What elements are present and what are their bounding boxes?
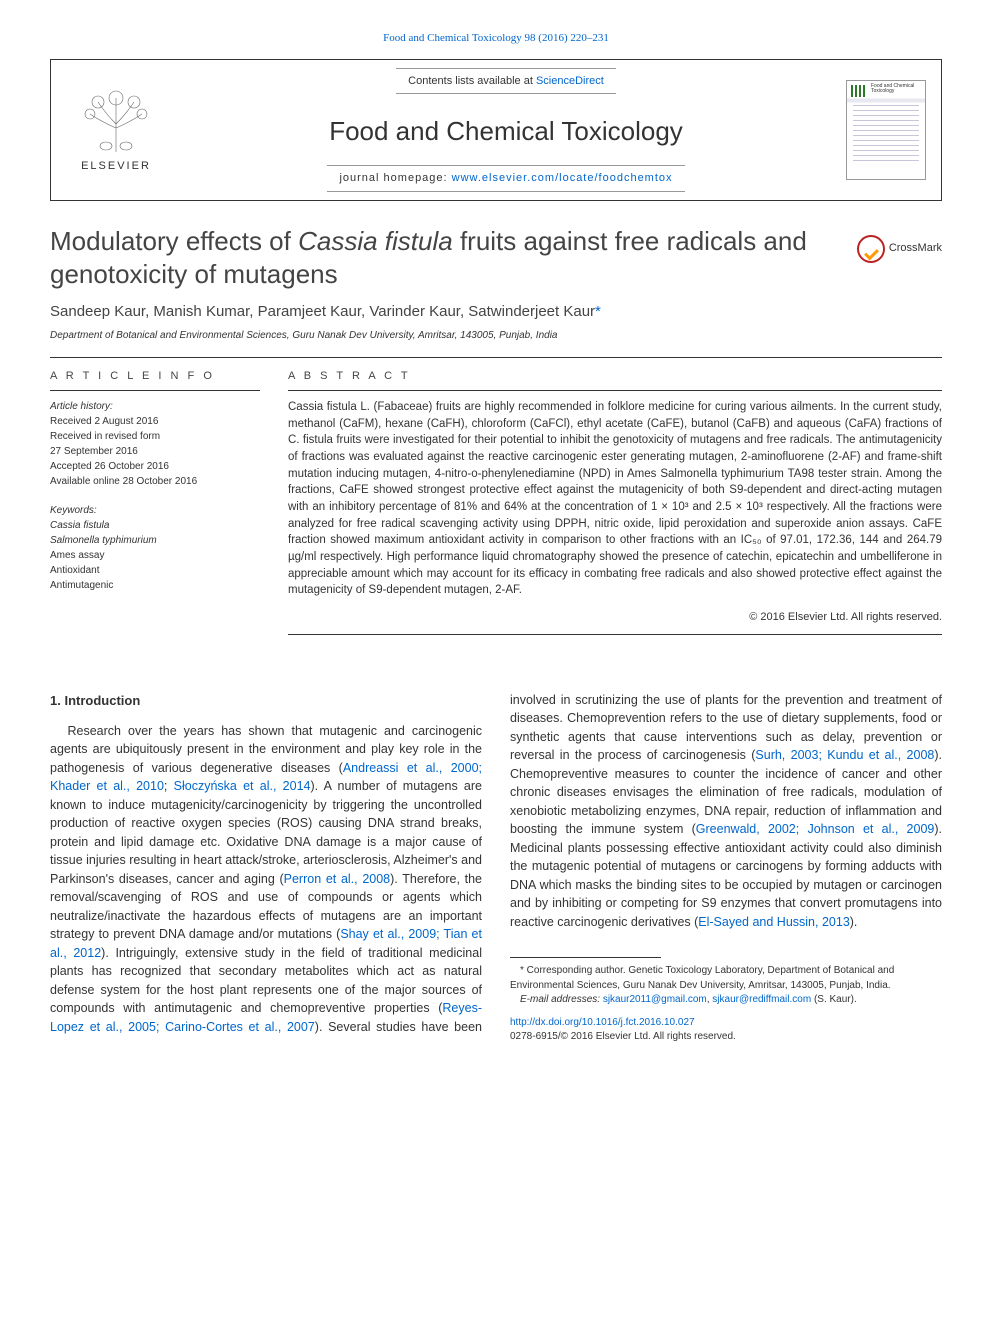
abstract-column: a b s t r a c t Cassia fistula L. (Fabac… xyxy=(288,368,942,643)
email-suffix: (S. Kaur). xyxy=(811,994,857,1005)
contents-prefix: Contents lists available at xyxy=(408,75,536,87)
publisher-logo-cell: ELSEVIER xyxy=(51,60,181,200)
citation-link[interactable]: Greenwald, 2002; Johnson et al., 2009 xyxy=(696,822,935,836)
article-title: Modulatory effects of Cassia fistula fru… xyxy=(50,225,847,292)
intro-text: ). xyxy=(850,915,858,929)
footnote-separator xyxy=(510,957,661,958)
article-info-heading: a r t i c l e i n f o xyxy=(50,368,260,385)
citation-link[interactable]: Food and Chemical Toxicology 98 (2016) 2… xyxy=(383,32,609,44)
intro-text: ). Medicinal plants possessing effective… xyxy=(510,822,942,929)
footnotes: * Corresponding author. Genetic Toxicolo… xyxy=(510,964,942,1008)
homepage-link[interactable]: www.elsevier.com/locate/foodchemtox xyxy=(452,172,673,184)
issn-copyright: 0278-6915/© 2016 Elsevier Ltd. All right… xyxy=(510,1031,736,1042)
journal-name: Food and Chemical Toxicology xyxy=(329,112,683,151)
corr-author-link[interactable]: * xyxy=(595,303,601,320)
citation-header: Food and Chemical Toxicology 98 (2016) 2… xyxy=(50,30,942,47)
authors-text: Sandeep Kaur, Manish Kumar, Paramjeet Ka… xyxy=(50,303,595,320)
keywords-block: Keywords: Cassia fistula Salmonella typh… xyxy=(50,503,260,593)
history-label: Article history: xyxy=(50,399,260,414)
email-link[interactable]: sjkaur2011@gmail.com xyxy=(603,994,707,1005)
sciencedirect-link[interactable]: ScienceDirect xyxy=(536,75,604,87)
corresponding-author-note: * Corresponding author. Genetic Toxicolo… xyxy=(510,964,942,993)
affiliation: Department of Botanical and Environmenta… xyxy=(50,328,942,343)
cover-cell: Food and Chemical Toxicology xyxy=(831,60,941,200)
journal-center: Contents lists available at ScienceDirec… xyxy=(181,60,831,200)
revised2: 27 September 2016 xyxy=(50,444,260,459)
authors-line: Sandeep Kaur, Manish Kumar, Paramjeet Ka… xyxy=(50,301,942,324)
keyword: Ames assay xyxy=(50,548,260,563)
crossmark-label: CrossMark xyxy=(889,240,942,257)
received: Received 2 August 2016 xyxy=(50,414,260,429)
journal-homepage: journal homepage: www.elsevier.com/locat… xyxy=(327,165,684,192)
email-link[interactable]: sjkaur@rediffmail.com xyxy=(712,994,811,1005)
cover-thumb-lines xyxy=(853,105,919,163)
article-history: Article history: Received 2 August 2016 … xyxy=(50,399,260,489)
citation-link[interactable]: Słoczyńska et al., 2014 xyxy=(174,779,311,793)
title-italic: Cassia fistula xyxy=(298,226,453,256)
citation-link[interactable]: El-Sayed and Hussin, 2013 xyxy=(698,915,849,929)
abstract-text: Cassia fistula L. (Fabaceae) fruits are … xyxy=(288,399,942,599)
revised1: Received in revised form xyxy=(50,429,260,444)
article-info-column: a r t i c l e i n f o Article history: R… xyxy=(50,368,260,643)
title-prefix: Modulatory effects of xyxy=(50,226,298,256)
keyword: Cassia fistula xyxy=(50,518,260,533)
intro-text: ). A number of mutagens are known to ind… xyxy=(50,779,482,886)
citation-link[interactable]: Perron et al., 2008 xyxy=(284,872,391,886)
keyword: Antioxidant xyxy=(50,563,260,578)
crossmark-widget[interactable]: CrossMark xyxy=(857,235,942,263)
cover-thumb-title: Food and Chemical Toxicology xyxy=(871,84,925,94)
elsevier-tree-icon xyxy=(76,84,156,154)
journal-cover-thumb: Food and Chemical Toxicology xyxy=(846,80,926,180)
intro-text: ). Intriguingly, extensive study in the … xyxy=(50,946,482,1016)
doi-block: http://dx.doi.org/10.1016/j.fct.2016.10.… xyxy=(510,1016,942,1046)
journal-header-box: ELSEVIER Contents lists available at Sci… xyxy=(50,59,942,201)
doi-link[interactable]: http://dx.doi.org/10.1016/j.fct.2016.10.… xyxy=(510,1017,695,1028)
crossmark-icon xyxy=(857,235,885,263)
accepted: Accepted 26 October 2016 xyxy=(50,459,260,474)
introduction-heading: 1. Introduction xyxy=(50,691,482,710)
publisher-label: ELSEVIER xyxy=(81,158,151,175)
introduction-section: 1. Introduction Research over the years … xyxy=(50,691,942,1046)
abstract-copyright: © 2016 Elsevier Ltd. All rights reserved… xyxy=(288,609,942,626)
keyword: Salmonella typhimurium xyxy=(50,533,260,548)
homepage-prefix: journal homepage: xyxy=(339,172,451,184)
keyword: Antimutagenic xyxy=(50,578,260,593)
email-label: E-mail addresses: xyxy=(520,994,603,1005)
contents-line: Contents lists available at ScienceDirec… xyxy=(396,68,616,95)
online: Available online 28 October 2016 xyxy=(50,474,260,489)
abstract-heading: a b s t r a c t xyxy=(288,368,942,385)
intro-text: ; xyxy=(164,779,174,793)
divider xyxy=(50,357,942,358)
keywords-label: Keywords: xyxy=(50,503,260,518)
citation-link[interactable]: Surh, 2003; Kundu et al., 2008 xyxy=(755,748,934,762)
